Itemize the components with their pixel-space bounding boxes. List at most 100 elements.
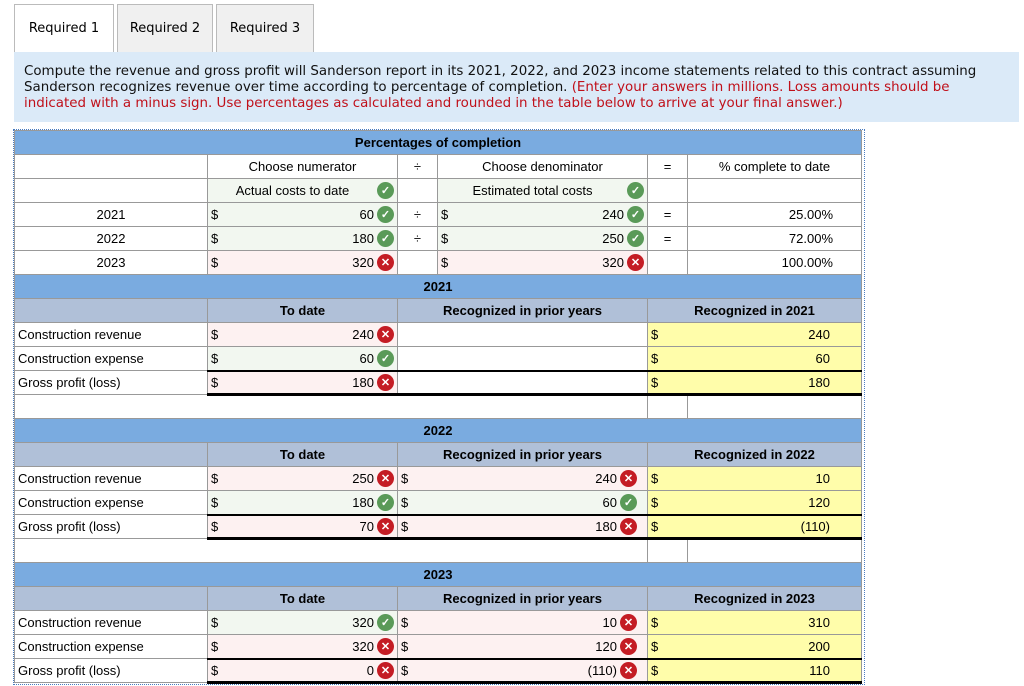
to-date-input[interactable]: 70 (359, 518, 374, 534)
currency-symbol: $ (401, 518, 409, 534)
recognized-value[interactable]: 180 (808, 374, 830, 390)
currency-symbol: $ (651, 494, 659, 510)
denominator-input[interactable]: 320 (602, 255, 624, 270)
equals-sign: = (647, 202, 688, 227)
numerator-input[interactable]: 180 (352, 231, 374, 246)
currency-symbol: $ (211, 518, 219, 534)
currency-symbol: $ (211, 255, 219, 270)
numerator-select[interactable]: Actual costs to date (235, 183, 350, 198)
instructions: Compute the revenue and gross profit wil… (14, 52, 1019, 122)
to-date-input[interactable]: 240 (352, 327, 374, 342)
recognized-value[interactable]: 60 (815, 350, 830, 366)
divide-sign (397, 250, 438, 275)
table-row: Gross profit (loss) $0 ✕ $ (110) ✕ $110 (14, 657, 862, 684)
x-icon: ✕ (627, 254, 644, 271)
prior-years-header: Recognized in prior years (397, 586, 648, 611)
check-icon: ✓ (377, 614, 394, 631)
prior-years-input[interactable]: 180 (595, 518, 617, 534)
recognized-value[interactable]: 200 (808, 638, 830, 654)
x-icon: ✕ (377, 637, 394, 655)
percent-complete: 72.00% (687, 226, 862, 251)
equals-sign: = (647, 154, 688, 179)
table-row: Construction expense $60 ✓ $60 (14, 346, 862, 371)
currency-symbol: $ (211, 471, 219, 486)
row-label: Construction revenue (14, 322, 208, 347)
recognized-value[interactable]: 120 (808, 494, 830, 510)
to-date-input[interactable]: 320 (352, 638, 374, 654)
tab-required-3[interactable]: Required 3 (216, 4, 314, 52)
divide-sign: ÷ (397, 154, 438, 179)
table-row: Construction revenue $320 ✓ $10 ✕ $310 (14, 610, 862, 635)
tab-required-1[interactable]: Required 1 (14, 4, 114, 52)
check-icon: ✓ (620, 493, 637, 511)
x-icon: ✕ (377, 373, 394, 391)
completion-row: 2023 $320 ✕ $320 ✕ 100.00% (14, 250, 862, 275)
prior-years-input[interactable]: 60 (602, 494, 617, 510)
tab-required-2[interactable]: Required 2 (117, 4, 213, 52)
prior-years-cell[interactable] (397, 369, 648, 396)
currency-symbol: $ (211, 638, 219, 654)
percent-complete: 100.00% (687, 250, 862, 275)
check-icon: ✓ (377, 230, 394, 247)
check-icon: ✓ (377, 349, 394, 367)
numerator-input[interactable]: 320 (352, 255, 374, 270)
currency-symbol: $ (401, 471, 409, 486)
prior-years-cell[interactable] (397, 322, 648, 347)
denominator-header: Choose denominator (437, 154, 648, 179)
completion-row: 2021 $60 ✓ ÷ $240 ✓ = 25.00% (14, 202, 862, 227)
to-date-input[interactable]: 320 (352, 615, 374, 630)
recognized-value[interactable]: 10 (815, 471, 830, 486)
prior-years-input[interactable]: 240 (595, 471, 617, 486)
table-row: Construction revenue $250 ✕ $240 ✕ $10 (14, 466, 862, 491)
x-icon: ✕ (620, 517, 637, 535)
to-date-input[interactable]: 180 (352, 494, 374, 510)
numerator-input[interactable]: 60 (359, 207, 374, 222)
x-icon: ✕ (377, 517, 394, 535)
denominator-input[interactable]: 240 (602, 207, 624, 222)
currency-symbol: $ (401, 638, 409, 654)
prior-years-input[interactable]: 120 (595, 638, 617, 654)
to-date-input[interactable]: 250 (352, 471, 374, 486)
to-date-header: To date (207, 586, 398, 611)
recognized-header: Recognized in 2023 (647, 586, 862, 611)
check-icon: ✓ (377, 493, 394, 511)
to-date-input[interactable]: 180 (352, 374, 374, 390)
currency-symbol: $ (651, 350, 659, 366)
table-row: Construction expense $180 ✓ $60 ✓ $120 (14, 490, 862, 515)
numerator-header: Choose numerator (207, 154, 398, 179)
recognized-header: Recognized in 2022 (647, 442, 862, 467)
to-date-input[interactable]: 60 (359, 350, 374, 366)
denominator-input[interactable]: 250 (602, 231, 624, 246)
divide-sign: ÷ (397, 226, 438, 251)
row-label: Construction expense (14, 634, 208, 659)
x-icon: ✕ (377, 254, 394, 271)
currency-symbol: $ (651, 615, 659, 630)
section-year-header: 2021 (14, 274, 862, 299)
currency-symbol: $ (401, 615, 409, 630)
to-date-header: To date (207, 298, 398, 323)
section-year-header: 2022 (14, 418, 862, 443)
table-row: Construction expense $320 ✕ $120 ✕ $200 (14, 634, 862, 659)
instructions-text: Compute the revenue and gross profit wil… (24, 64, 977, 95)
prior-years-input[interactable]: 10 (602, 615, 617, 630)
recognized-value[interactable]: 310 (808, 615, 830, 630)
recognized-value[interactable]: 240 (808, 327, 830, 342)
row-label: Gross profit (loss) (14, 658, 208, 683)
equals-sign (647, 250, 688, 275)
currency-symbol: $ (651, 374, 659, 390)
prior-years-header: Recognized in prior years (397, 298, 648, 323)
recognized-value[interactable]: (110) (800, 518, 830, 534)
row-label: Construction revenue (14, 466, 208, 491)
currency-symbol: $ (651, 662, 659, 678)
section-year-header: 2023 (14, 562, 862, 587)
recognized-value[interactable]: 110 (809, 662, 830, 678)
prior-years-cell[interactable] (397, 346, 648, 371)
year-label: 2021 (14, 202, 208, 227)
denominator-select[interactable]: Estimated total costs (472, 183, 593, 198)
to-date-input[interactable]: 0 (366, 662, 374, 678)
currency-symbol: $ (651, 327, 659, 342)
prior-years-input[interactable]: (110) (587, 662, 617, 678)
table-row: Gross profit (loss) $70 ✕ $180 ✕ $ (110) (14, 513, 862, 540)
equals-sign: = (647, 226, 688, 251)
year-label: 2023 (14, 250, 208, 275)
